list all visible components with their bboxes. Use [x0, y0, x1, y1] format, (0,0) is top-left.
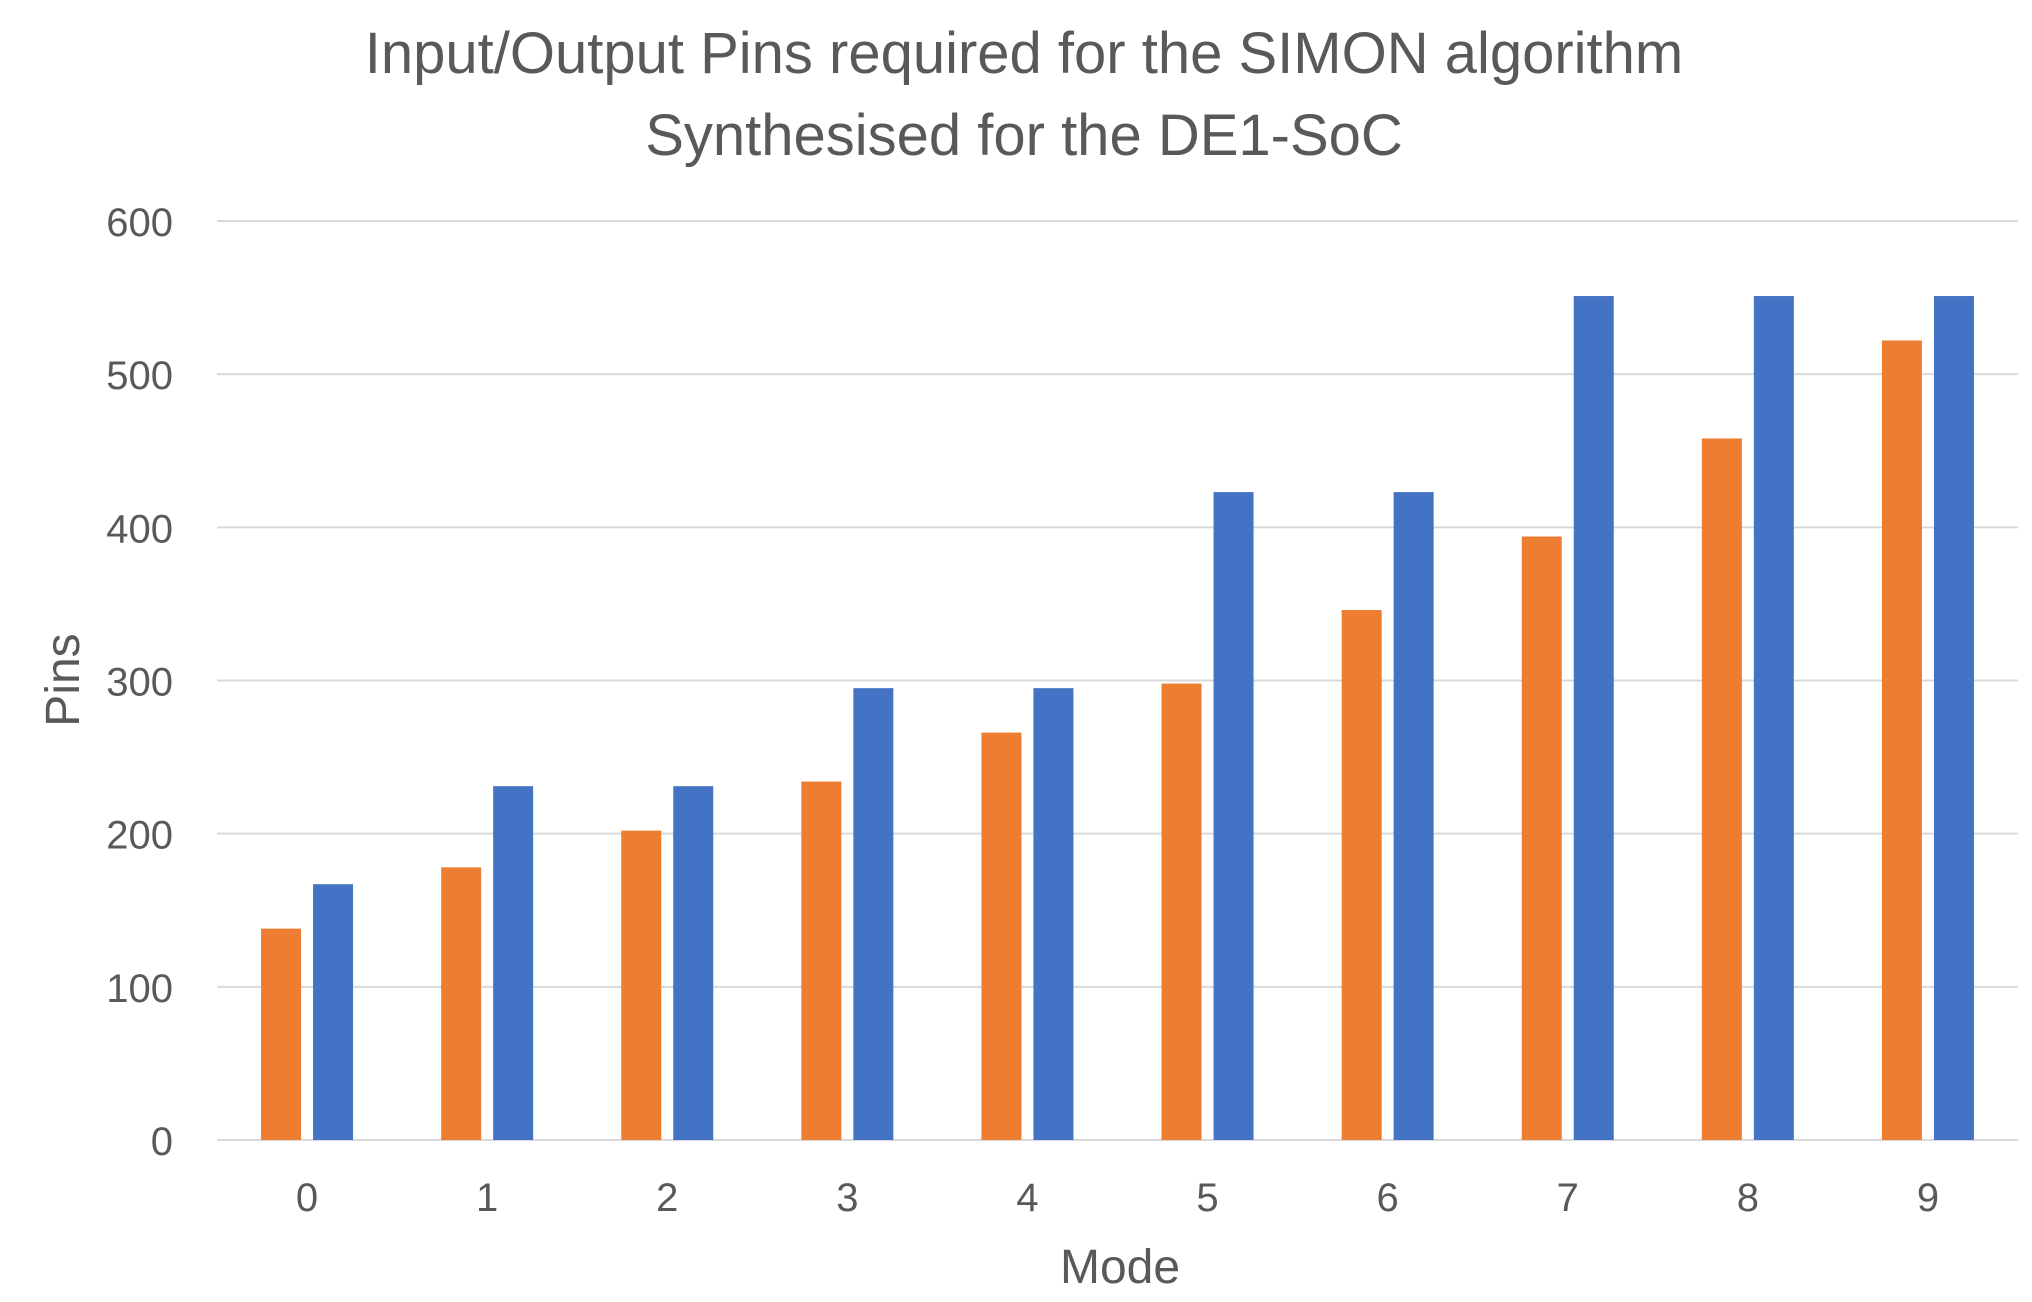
- x-tick-label: 9: [1917, 1176, 1939, 1220]
- y-tick-label: 100: [106, 967, 173, 1011]
- bar-series-2-mode-0: [313, 884, 354, 1140]
- y-tick-label: 400: [106, 507, 173, 551]
- bar-series-1-mode-2: [621, 830, 662, 1140]
- bar-series-2-mode-5: [1213, 492, 1254, 1141]
- bar-series-1-mode-7: [1521, 536, 1562, 1140]
- bars: [261, 296, 1974, 1141]
- bar-series-1-mode-8: [1701, 438, 1742, 1140]
- bar-series-1-mode-5: [1161, 683, 1202, 1140]
- x-tick-label: 0: [296, 1176, 318, 1220]
- chart-subtitle: Synthesised for the DE1-SoC: [645, 103, 1403, 168]
- x-axis-tick-labels: 0 1 2 3 4 5 6 7 8 9: [296, 1176, 1939, 1220]
- gridlines: [217, 220, 2018, 1141]
- bar-series-1-mode-4: [981, 732, 1022, 1140]
- bar-series-1-mode-0: [261, 928, 302, 1140]
- x-tick-label: 5: [1196, 1176, 1218, 1220]
- bar-series-2-mode-7: [1573, 296, 1614, 1141]
- y-tick-label: 300: [106, 661, 173, 705]
- y-axis-label: Pins: [37, 633, 90, 726]
- bar-series-2-mode-9: [1933, 296, 1974, 1141]
- bar-series-1-mode-3: [801, 781, 842, 1140]
- bar-series-2-mode-8: [1753, 296, 1794, 1141]
- x-tick-label: 2: [656, 1176, 678, 1220]
- bar-series-2-mode-4: [1033, 688, 1074, 1140]
- y-axis-tick-labels: 0 100 200 300 400 500 600: [106, 201, 173, 1164]
- y-tick-label: 600: [106, 201, 173, 245]
- bar-series-1-mode-9: [1881, 340, 1922, 1141]
- bar-series-2-mode-6: [1393, 492, 1434, 1141]
- x-tick-label: 7: [1557, 1176, 1579, 1220]
- x-tick-label: 1: [476, 1176, 498, 1220]
- bar-series-1-mode-6: [1341, 610, 1382, 1140]
- x-tick-label: 8: [1737, 1176, 1759, 1220]
- x-tick-label: 6: [1377, 1176, 1399, 1220]
- x-tick-label: 3: [836, 1176, 858, 1220]
- bar-series-2-mode-2: [673, 786, 714, 1140]
- y-tick-label: 500: [106, 354, 173, 398]
- x-axis-label: Mode: [1060, 1241, 1180, 1294]
- y-tick-label: 200: [106, 814, 173, 858]
- chart-title: Input/Output Pins required for the SIMON…: [365, 21, 1684, 86]
- bar-series-2-mode-3: [853, 688, 894, 1140]
- y-tick-label: 0: [151, 1120, 173, 1164]
- bar-series-1-mode-1: [441, 867, 482, 1140]
- bar-series-2-mode-1: [493, 786, 534, 1140]
- x-tick-label: 4: [1016, 1176, 1038, 1220]
